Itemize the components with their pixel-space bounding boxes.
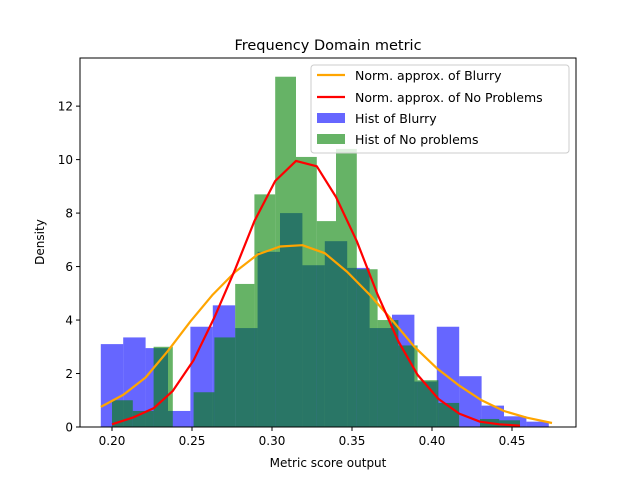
noproblems-hist-bar-11 <box>336 148 357 428</box>
x-tick-label: 0.30 <box>259 434 286 448</box>
chart-title: Frequency Domain metric <box>234 38 421 54</box>
noproblems-hist-bar-5 <box>214 337 236 427</box>
noproblems-hist-bar-12 <box>356 269 378 427</box>
y-tick-label: 12 <box>58 100 73 114</box>
x-tick-label: 0.35 <box>339 434 366 448</box>
x-tick-label: 0.45 <box>499 434 526 448</box>
noproblems-hist-bar-9 <box>296 156 317 427</box>
blurry-normal-line <box>100 244 553 425</box>
noproblems-hist-bars <box>112 76 520 428</box>
x-tick-label: 0.25 <box>179 434 206 448</box>
noproblems-hist-bar-7 <box>254 194 276 427</box>
noproblems-hist-bar-2 <box>153 346 173 427</box>
y-tick-label: 10 <box>58 153 73 167</box>
x-tick-label: 0.40 <box>419 434 446 448</box>
noproblems-hist-bar-6 <box>235 283 255 427</box>
noproblems-hist-bar-19 <box>499 420 520 427</box>
legend-box <box>310 64 570 154</box>
x-tick-label: 0.20 <box>99 434 126 448</box>
legend-swatch-noproblems-hist <box>317 134 345 144</box>
noproblems-hist-bar-13 <box>377 320 399 427</box>
legend-label-noproblems-line: Norm. approx. of No Problems <box>355 90 543 105</box>
x-axis-ticks: 0.20 0.25 0.30 0.35 0.40 0.45 <box>99 427 526 448</box>
blurry-hist-bar-19 <box>526 421 549 427</box>
y-tick-label: 4 <box>65 314 73 328</box>
legend-swatch-blurry-hist <box>317 113 345 123</box>
blurry-hist-bar-16 <box>459 376 482 427</box>
y-tick-label: 8 <box>65 207 73 221</box>
x-axis-label: Metric score output <box>270 456 387 470</box>
legend-label-blurry-line: Norm. approx. of Blurry <box>355 68 502 83</box>
y-tick-label: 2 <box>65 367 73 381</box>
noproblems-hist-bar-10 <box>316 221 336 427</box>
y-tick-label: 0 <box>65 421 73 435</box>
noproblems-hist-bar-8 <box>275 76 296 427</box>
y-tick-label: 6 <box>65 260 73 274</box>
legend-label-blurry-hist: Hist of Blurry <box>355 111 437 126</box>
legend-label-noproblems-hist: Hist of No problems <box>355 132 479 147</box>
blurry-hist-bar-3 <box>168 410 191 427</box>
noproblems-hist-bar-4 <box>193 392 215 427</box>
plot-frame <box>79 57 577 428</box>
normal-approx-lines <box>100 159 553 427</box>
legend: Norm. approx. of Blurry Norm. approx. of… <box>310 64 570 154</box>
y-axis-ticks: 0 2 4 6 8 10 12 <box>58 100 80 435</box>
noproblems-normal-line <box>111 159 521 427</box>
y-axis-label: Density <box>33 219 47 265</box>
